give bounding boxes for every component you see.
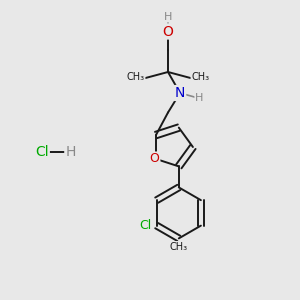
Text: H: H bbox=[65, 145, 76, 158]
Text: CH₃: CH₃ bbox=[191, 71, 209, 82]
Text: Cl: Cl bbox=[139, 219, 152, 232]
Text: O: O bbox=[163, 25, 173, 38]
Text: N: N bbox=[175, 86, 185, 100]
Text: H: H bbox=[195, 93, 204, 103]
Text: CH₃: CH₃ bbox=[127, 71, 145, 82]
Text: O: O bbox=[150, 152, 159, 166]
Text: Cl: Cl bbox=[35, 145, 49, 158]
Text: H: H bbox=[164, 11, 172, 22]
Text: CH₃: CH₃ bbox=[170, 242, 188, 252]
